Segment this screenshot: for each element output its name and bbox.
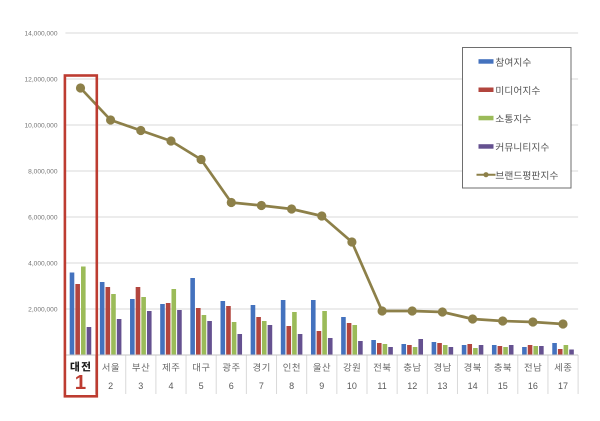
svg-text:14,000,000: 14,000,000 (24, 30, 57, 37)
svg-text:2: 2 (108, 381, 113, 391)
svg-text:1: 1 (75, 371, 86, 394)
svg-text:5: 5 (199, 381, 204, 391)
svg-text:8: 8 (289, 381, 294, 391)
svg-text:8,000,000: 8,000,000 (28, 168, 58, 175)
svg-text:3: 3 (138, 381, 143, 391)
svg-text:13: 13 (437, 381, 447, 391)
svg-text:15: 15 (498, 381, 508, 391)
svg-text:2,000,000: 2,000,000 (28, 306, 58, 313)
svg-text:7: 7 (259, 381, 264, 391)
svg-text:14: 14 (468, 381, 478, 391)
svg-text:4,000,000: 4,000,000 (28, 260, 58, 267)
svg-text:17: 17 (558, 381, 568, 391)
svg-text:6,000,000: 6,000,000 (28, 214, 58, 221)
svg-text:9: 9 (319, 381, 324, 391)
svg-text:4: 4 (168, 381, 173, 391)
svg-text:10: 10 (347, 381, 357, 391)
svg-text:12: 12 (407, 381, 417, 391)
svg-text:11: 11 (377, 381, 386, 391)
svg-text:10,000,000: 10,000,000 (24, 122, 57, 129)
svg-text:16: 16 (528, 381, 538, 391)
svg-text:6: 6 (229, 381, 234, 391)
svg-text:12,000,000: 12,000,000 (24, 76, 57, 83)
